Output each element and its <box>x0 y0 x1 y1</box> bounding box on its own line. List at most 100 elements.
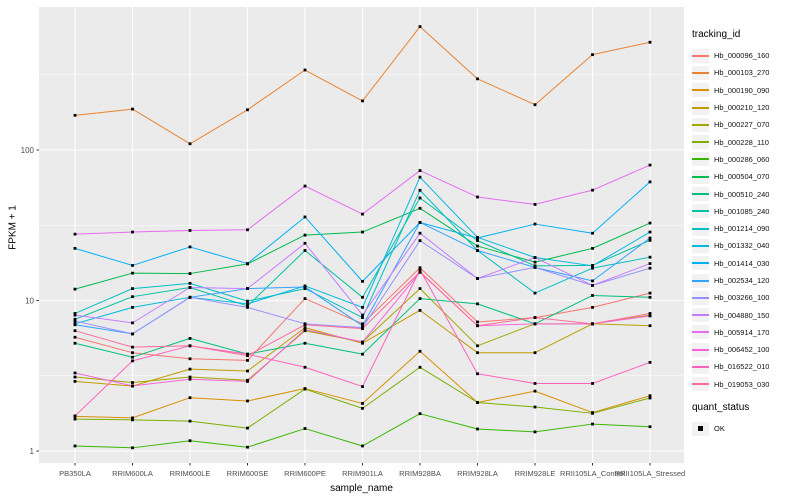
data-point <box>591 294 594 297</box>
data-point <box>476 344 479 348</box>
data-point <box>648 238 652 242</box>
data-point <box>533 103 537 107</box>
data-point <box>131 230 134 234</box>
x-tick-label: RRIM600SE <box>227 469 269 478</box>
data-point <box>188 396 192 400</box>
legend-line-swatch <box>692 244 709 247</box>
quant-legend-key <box>692 421 709 436</box>
data-point <box>533 322 537 326</box>
data-point <box>591 264 594 268</box>
data-point <box>188 142 192 146</box>
legend-items: Hb_000096_160 Hb_000103_270 Hb_000190_090 H… <box>692 47 798 393</box>
legend-key <box>692 169 709 184</box>
legend-line-swatch <box>692 71 709 74</box>
data-point <box>418 412 422 416</box>
data-point <box>73 414 77 418</box>
legend-item-label: Hb_016522_010 <box>714 362 770 372</box>
data-point <box>533 351 537 355</box>
data-point <box>591 283 594 287</box>
legend-line-swatch <box>692 123 709 126</box>
legend-item: Hb_000228_110 <box>692 133 798 150</box>
data-point <box>591 188 594 192</box>
data-point <box>246 354 249 358</box>
legend-item: Hb_019053_030 <box>692 376 798 393</box>
x-tick-label: RRIM928LE <box>515 469 556 478</box>
y-axis-title: FPKM + 1 <box>7 205 19 250</box>
legend-item: Hb_001332_040 <box>692 237 798 254</box>
legend-line-swatch <box>692 141 709 144</box>
legend: tracking_id Hb_000096_160 Hb_000103_270 Hb… <box>692 29 798 437</box>
data-point <box>648 180 652 184</box>
legend-key <box>692 100 709 115</box>
data-point <box>188 439 192 443</box>
legend-item-label: Hb_001214_090 <box>714 224 770 234</box>
data-point <box>303 241 307 245</box>
legend-line-swatch <box>692 314 709 317</box>
legend-item-label: Hb_006452_100 <box>714 345 770 355</box>
legend-line-swatch <box>692 331 709 334</box>
legend-line-swatch <box>692 262 709 265</box>
data-point <box>648 236 652 240</box>
legend-item: Hb_016522_010 <box>692 358 798 375</box>
legend-key <box>692 48 709 63</box>
data-point <box>246 302 249 306</box>
square-point-icon <box>698 426 703 431</box>
data-point <box>418 25 422 29</box>
data-point <box>591 411 594 415</box>
data-point <box>303 297 307 300</box>
legend-key <box>692 135 709 150</box>
data-point <box>476 351 479 355</box>
legend-key <box>692 256 709 271</box>
data-point <box>131 345 134 349</box>
data-point <box>418 266 422 270</box>
legend-item: Hb_000510_240 <box>692 185 798 202</box>
data-point <box>418 221 422 224</box>
data-point <box>533 405 537 409</box>
y-tick-label: 100 <box>21 146 35 155</box>
legend-key <box>692 204 709 219</box>
legend-title-tracking-id: tracking_id <box>692 29 741 40</box>
legend-key <box>692 342 709 357</box>
data-point <box>246 380 249 383</box>
data-point <box>591 53 594 57</box>
data-point <box>476 401 479 404</box>
data-point <box>73 380 77 383</box>
legend-item: Hb_001214_090 <box>692 220 798 237</box>
data-point <box>73 232 77 236</box>
legend-item-label: Hb_019053_030 <box>714 379 770 389</box>
legend-item-label: Hb_001332_040 <box>714 241 770 251</box>
legend-line-swatch <box>692 193 709 196</box>
legend-key <box>692 83 709 98</box>
data-point <box>476 236 479 240</box>
data-point <box>246 299 249 303</box>
legend-key <box>692 290 709 305</box>
data-point <box>648 266 652 270</box>
data-point <box>246 352 249 356</box>
legend-key <box>692 221 709 236</box>
data-point <box>418 169 422 172</box>
data-point <box>591 422 594 426</box>
quant-legend-items: OK <box>692 420 798 437</box>
x-tick-label: RRIM600LE <box>170 469 211 478</box>
x-tick-label: RRIM600LA <box>112 469 153 478</box>
legend-item: Hb_002534_120 <box>692 272 798 289</box>
data-point <box>131 271 134 275</box>
data-point <box>303 328 307 332</box>
legend-item: Hb_000504_070 <box>692 168 798 185</box>
x-tick-label: RRIM901LA <box>342 469 383 478</box>
data-point <box>418 231 422 235</box>
data-point <box>476 372 479 376</box>
data-point <box>476 320 479 324</box>
legend-item-label: Hb_000227_070 <box>714 120 770 130</box>
legend-item: Hb_000286_060 <box>692 151 798 168</box>
data-point <box>188 377 192 381</box>
data-point <box>73 335 77 339</box>
data-point <box>418 270 422 274</box>
data-point <box>361 305 364 309</box>
data-point <box>73 329 77 333</box>
data-point <box>591 266 594 270</box>
data-point <box>303 427 307 430</box>
legend-key <box>692 273 709 288</box>
data-point <box>131 321 134 325</box>
data-point <box>188 344 192 348</box>
